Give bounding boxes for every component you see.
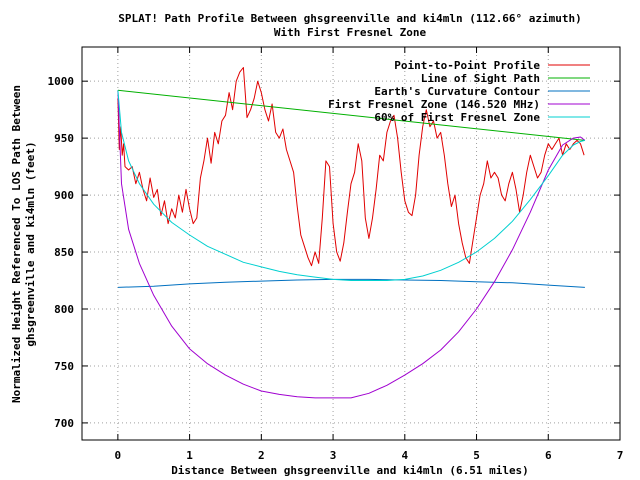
legend-label: 60% of First Fresnel Zone bbox=[374, 111, 540, 124]
x-tick-label: 5 bbox=[473, 449, 480, 462]
legend-label: Point-to-Point Profile bbox=[394, 59, 540, 72]
y-tick-label: 800 bbox=[54, 303, 74, 316]
plot-frame bbox=[81, 46, 621, 441]
y-tick-label: 1000 bbox=[48, 75, 75, 88]
x-tick-label: 0 bbox=[115, 449, 122, 462]
legend-label: First Fresnel Zone (146.520 MHz) bbox=[328, 98, 540, 111]
x-tick-label: 7 bbox=[617, 449, 624, 462]
x-tick-label: 3 bbox=[330, 449, 337, 462]
x-tick-label: 6 bbox=[545, 449, 552, 462]
chart-title: SPLAT! Path Profile Between ghsgreenvill… bbox=[118, 12, 582, 25]
series-lines bbox=[117, 67, 586, 399]
y-tick-label: 950 bbox=[54, 132, 74, 145]
x-tick-label: 1 bbox=[186, 449, 193, 462]
x-axis-label: Distance Between ghsgreenville and ki4ml… bbox=[171, 464, 529, 477]
y-tick-label: 900 bbox=[54, 189, 74, 202]
y-axis-label-line2: ghsgreenville and ki4mln (feet) bbox=[24, 141, 37, 346]
y-tick-label: 700 bbox=[54, 417, 74, 430]
series-profile bbox=[117, 67, 585, 267]
x-tick-label: 4 bbox=[401, 449, 408, 462]
y-tick-label: 850 bbox=[54, 246, 74, 259]
y-tick-label: 750 bbox=[54, 360, 74, 373]
series-line-of-sight bbox=[117, 89, 585, 141]
x-tick-label: 2 bbox=[258, 449, 265, 462]
legend-label: Line of Sight Path bbox=[421, 72, 540, 85]
chart-subtitle: With First Fresnel Zone bbox=[274, 26, 427, 39]
tick-labels: 0 1 2 3 4 5 6 7 700 750 800 850 900 950 1000 bbox=[48, 75, 624, 462]
series-60-percent-fresnel bbox=[117, 90, 586, 281]
legend-label: Earth's Curvature Contour bbox=[374, 85, 540, 98]
y-axis-label-line1: Normalized Height Referenced To LOS Path… bbox=[10, 85, 23, 403]
series-earth-curvature bbox=[117, 278, 585, 288]
series-first-fresnel-zone bbox=[117, 90, 586, 399]
